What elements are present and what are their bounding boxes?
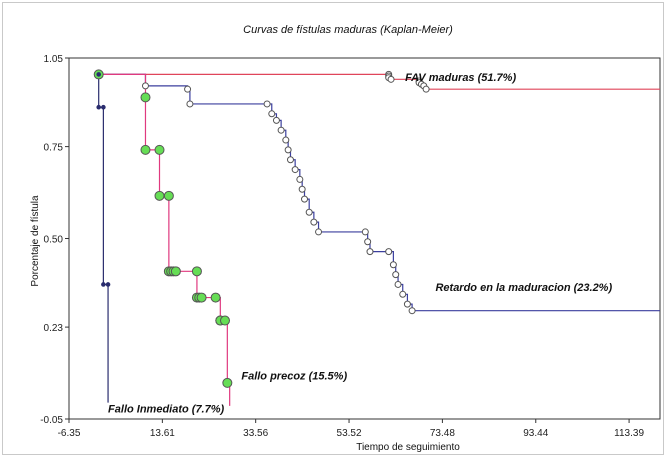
data-point <box>387 75 395 83</box>
data-point <box>154 144 165 155</box>
data-point <box>163 190 174 201</box>
data-point <box>222 377 233 388</box>
y-tick-label: 0.50 <box>44 235 64 246</box>
x-tick-label: 113.39 <box>614 428 644 439</box>
x-tick-label: 93.44 <box>523 428 548 439</box>
plot-area <box>68 57 661 420</box>
data-point <box>105 282 111 287</box>
data-point <box>366 248 374 256</box>
data-point <box>272 116 280 124</box>
series-line-1 <box>98 73 660 90</box>
y-tick-label: -0.05 <box>40 415 63 426</box>
y-axis-label: Porcentaje de fístula <box>30 195 41 287</box>
x-tick-label: -6.35 <box>58 428 81 439</box>
data-point <box>315 228 323 236</box>
series-line-4 <box>98 74 109 403</box>
data-point <box>286 156 294 164</box>
data-point <box>305 208 313 216</box>
data-point <box>170 266 181 277</box>
x-tick-label: 53.52 <box>337 428 362 439</box>
data-point <box>277 126 285 134</box>
data-point <box>191 266 202 277</box>
data-point <box>219 315 230 326</box>
data-point <box>399 290 407 298</box>
data-point <box>310 218 318 226</box>
data-point <box>389 261 397 269</box>
data-point <box>268 110 276 118</box>
data-point <box>361 228 369 236</box>
data-point <box>101 282 106 287</box>
data-point <box>296 175 304 183</box>
kaplan-meier-chart: Curvas de fístulas maduras (Kaplan-Meier… <box>30 24 661 453</box>
x-tick-label: 13.61 <box>150 428 175 439</box>
data-point <box>196 292 207 303</box>
series-label: Fallo Inmediato (7.7%) <box>108 403 224 415</box>
series-line-2 <box>98 73 660 312</box>
data-point <box>408 307 416 315</box>
data-point <box>101 104 106 110</box>
data-point <box>186 100 194 108</box>
data-point <box>422 85 430 93</box>
data-point <box>140 92 151 103</box>
data-point <box>301 195 309 203</box>
data-point <box>385 248 393 256</box>
data-point <box>284 146 292 154</box>
series-label: Fallo precoz (15.5%) <box>241 371 347 383</box>
data-point <box>96 72 102 77</box>
data-point <box>394 280 402 288</box>
y-tick-label: 1.05 <box>44 54 64 65</box>
data-point <box>291 166 299 174</box>
data-point <box>403 300 411 308</box>
data-point <box>140 144 151 155</box>
data-point <box>141 82 149 90</box>
data-point <box>298 185 306 193</box>
x-tick-label: 33.56 <box>243 428 268 439</box>
y-tick-label: 0.23 <box>44 323 64 334</box>
data-point <box>96 104 102 110</box>
series-line-3 <box>98 73 231 406</box>
data-point <box>282 136 290 144</box>
series-label: Retardo en la maduracion (23.2%) <box>435 282 612 294</box>
series-label: FAV maduras (51.7%) <box>405 72 516 84</box>
x-tick-label: 73.48 <box>430 428 455 439</box>
chart-title: Curvas de fístulas maduras (Kaplan-Meier… <box>243 24 453 36</box>
data-point <box>184 85 192 93</box>
data-point <box>154 190 165 201</box>
x-axis-label: Tiempo de seguimiento <box>356 442 460 453</box>
data-point <box>263 100 271 108</box>
data-point <box>392 271 400 279</box>
y-tick-label: 0.75 <box>44 143 64 154</box>
data-point <box>364 238 372 246</box>
data-point <box>210 292 221 303</box>
